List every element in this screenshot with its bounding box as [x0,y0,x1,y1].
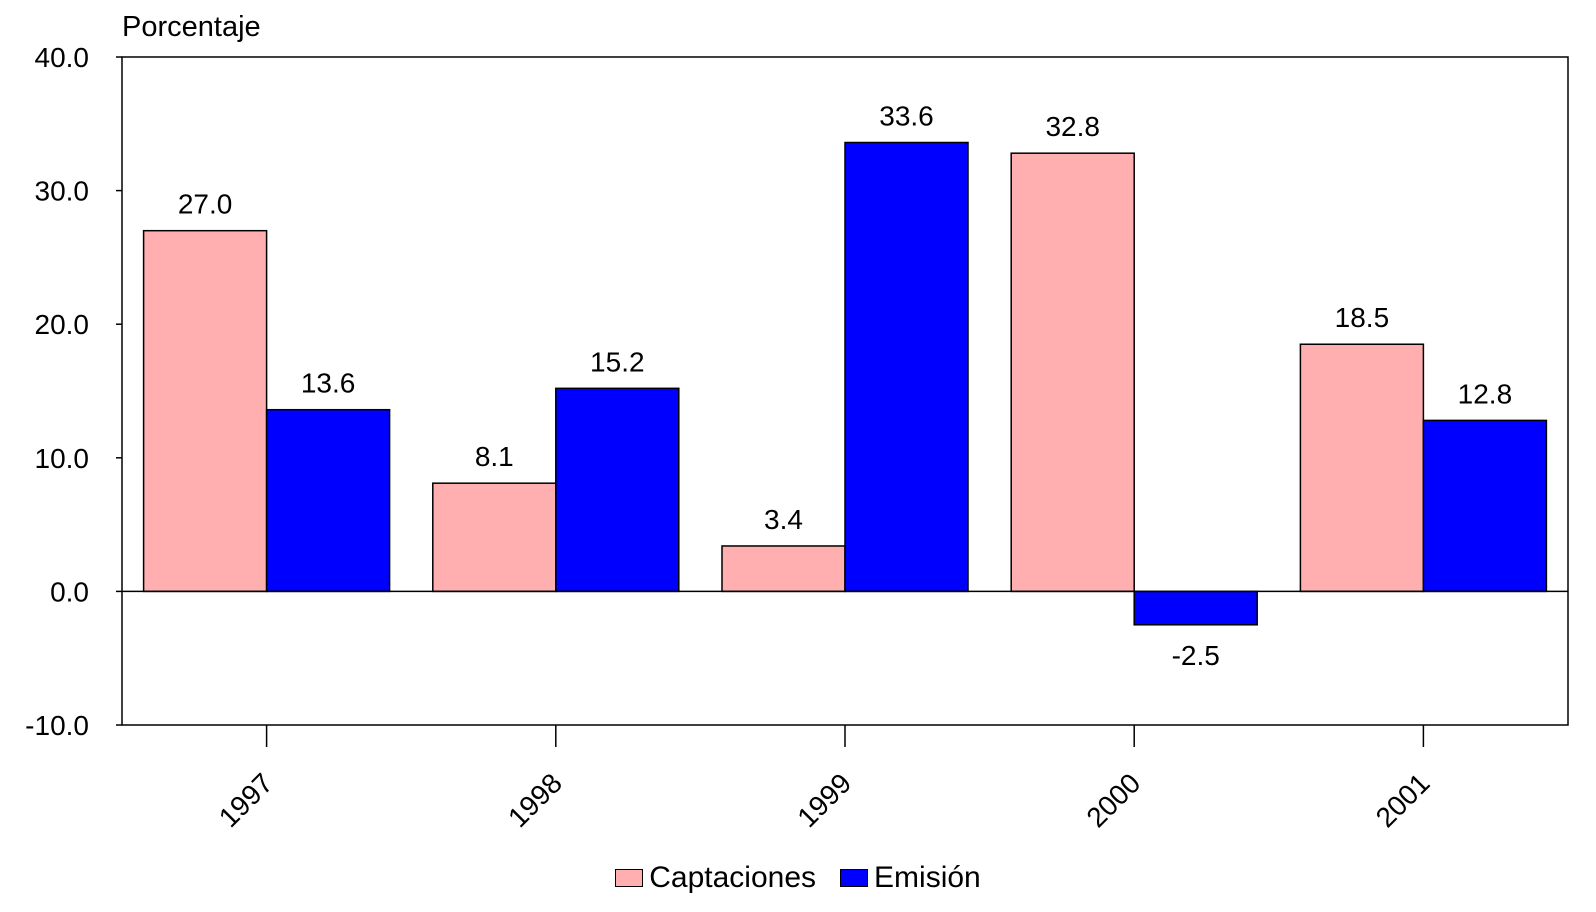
data-label: 27.0 [178,189,233,220]
legend-item-emision: Emisión [840,861,981,895]
legend-label-emision: Emisión [874,861,981,894]
data-label: 33.6 [879,101,934,132]
data-label: 12.8 [1458,378,1513,409]
y-tick-label: 0.0 [50,576,89,607]
bar-captaciones-1997 [142,229,268,593]
data-label: 32.8 [1045,111,1100,142]
x-tick-label: 1999 [791,767,857,833]
x-tick-label: 1998 [502,767,568,833]
plot-area: -10.0 0.0 10.0 20.0 30.0 40.0 27.0 13.6 1997 8.1 1… [25,42,1569,833]
y-tick-label: 10.0 [35,443,90,474]
legend-label-captaciones: Captaciones [649,861,817,894]
bar-emision-2001 [1422,419,1548,593]
data-label: 13.6 [301,368,356,399]
data-label: 8.1 [475,441,514,472]
bar-captaciones-1999 [721,545,846,593]
bar-captaciones-1998 [432,482,557,593]
bar-emision-1999 [844,141,969,593]
data-label: 15.2 [590,346,645,377]
legend-swatch-captaciones [615,869,644,887]
x-tick-label: 1997 [213,767,279,833]
y-tick-label: 20.0 [35,309,90,340]
bar-captaciones-2001 [1299,343,1425,593]
legend: Captaciones Emisión [0,858,1596,898]
bar-emision-2000 [1133,590,1258,626]
data-label: 3.4 [764,504,803,535]
x-tick-label: 2000 [1080,767,1146,833]
y-tick-label: -10.0 [25,710,89,741]
y-axis-label: Porcentaje [122,11,261,43]
y-tick-label: 40.0 [35,42,90,73]
legend-swatch-emision [840,869,869,887]
bar-captaciones-2000 [1010,152,1135,593]
bar-emision-1997 [265,408,391,593]
y-tick-label: 30.0 [35,176,90,207]
bar-emision-1998 [555,387,680,593]
x-tick-label: 2001 [1370,767,1436,833]
data-label: -2.5 [1172,640,1220,671]
legend-item-captaciones: Captaciones [615,861,816,895]
data-label: 18.5 [1335,302,1390,333]
